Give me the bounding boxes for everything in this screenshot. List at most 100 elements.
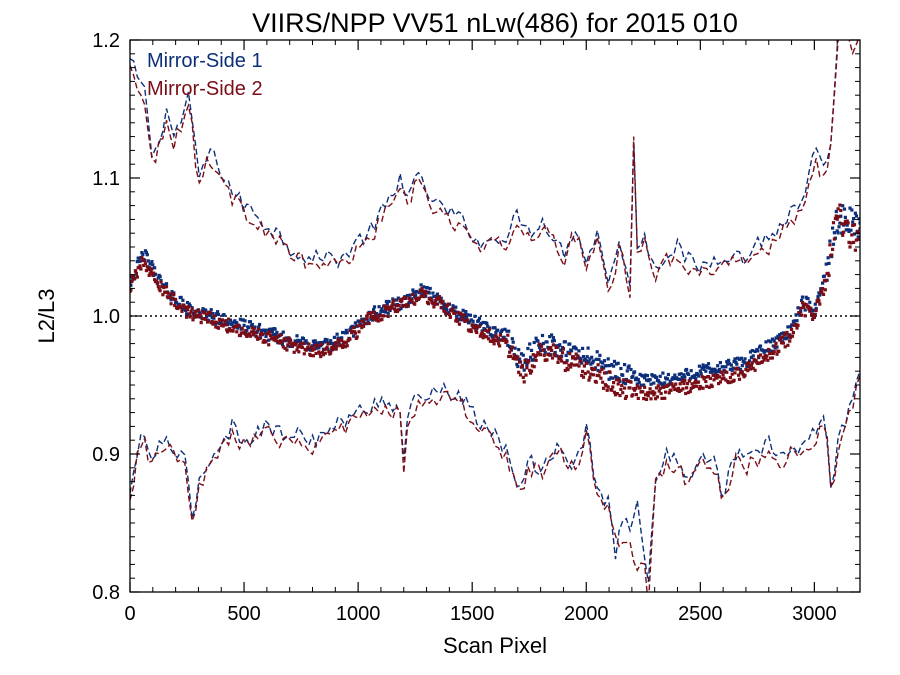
series-1-point bbox=[461, 308, 465, 312]
series-2-point bbox=[448, 315, 452, 319]
series-1-point bbox=[383, 310, 388, 314]
series-1-point bbox=[399, 306, 403, 311]
series-2-point bbox=[429, 298, 433, 302]
series-2-point bbox=[720, 377, 724, 381]
series-1-point bbox=[654, 375, 659, 379]
series-1-point bbox=[238, 317, 242, 321]
series-2-point bbox=[387, 307, 391, 312]
series-2-point bbox=[367, 321, 371, 326]
series-1-point bbox=[676, 377, 680, 381]
series-2-point bbox=[783, 345, 787, 349]
series-1-point bbox=[314, 346, 318, 350]
series-2-point bbox=[848, 245, 852, 249]
series-2-point bbox=[818, 302, 822, 306]
series-1-point bbox=[581, 346, 585, 350]
series-2-point bbox=[286, 343, 290, 347]
series-2-point bbox=[700, 375, 704, 379]
x-axis-label: Scan Pixel bbox=[443, 633, 547, 658]
series-1-point bbox=[673, 373, 677, 377]
series-1-point bbox=[191, 312, 195, 316]
series-1-point bbox=[396, 296, 400, 300]
series-1-point bbox=[258, 322, 262, 327]
series-1-point bbox=[299, 339, 303, 343]
series-2-point bbox=[196, 308, 200, 312]
series-1-point bbox=[496, 328, 500, 332]
series-2-point bbox=[790, 334, 795, 338]
series-2-point bbox=[579, 359, 583, 363]
series-1-point bbox=[230, 321, 234, 325]
series-1-point bbox=[652, 381, 656, 385]
series-2-point bbox=[676, 386, 680, 390]
series-2-point bbox=[194, 310, 198, 314]
series-1-point bbox=[564, 353, 568, 358]
series-1-point bbox=[856, 235, 860, 239]
series-2-point bbox=[780, 335, 784, 339]
series-2-point bbox=[255, 335, 259, 339]
series-2-point bbox=[835, 217, 839, 221]
series-2-point bbox=[437, 295, 441, 299]
series-1-point bbox=[577, 349, 581, 353]
series-1-point bbox=[453, 309, 457, 313]
series-2-point bbox=[289, 338, 293, 342]
series-2-point bbox=[358, 323, 362, 327]
series-1-point bbox=[839, 214, 843, 218]
series-1-point bbox=[263, 331, 267, 335]
series-1-point bbox=[692, 375, 696, 379]
series-2-point bbox=[508, 354, 513, 358]
series-2-point bbox=[600, 367, 604, 371]
series-2-point bbox=[800, 301, 805, 305]
series-2-point bbox=[266, 331, 270, 336]
series-1-point bbox=[199, 315, 203, 319]
series-2-point bbox=[696, 380, 701, 384]
series-1-point bbox=[301, 337, 305, 341]
series-2-point bbox=[213, 320, 217, 324]
series-2-point bbox=[758, 361, 762, 365]
series-2-point bbox=[142, 263, 146, 267]
series-1-point bbox=[550, 339, 555, 343]
series-2-point bbox=[795, 326, 799, 330]
series-2-point bbox=[633, 386, 638, 391]
series-2-point bbox=[141, 258, 145, 263]
y-tick-label: 1.2 bbox=[92, 30, 120, 52]
series-2-point bbox=[484, 328, 488, 333]
series-2-point bbox=[766, 358, 770, 362]
series-2-point bbox=[685, 386, 689, 390]
series-2-point bbox=[199, 321, 203, 325]
series-1-point bbox=[612, 359, 617, 363]
series-1-point bbox=[781, 331, 785, 335]
series-2-point bbox=[313, 343, 317, 348]
series-2-point bbox=[519, 365, 524, 369]
series-1-point bbox=[779, 332, 784, 336]
series-2-point bbox=[651, 390, 655, 394]
series-2-point bbox=[699, 386, 703, 390]
series-1-point bbox=[853, 211, 857, 215]
series-2-point bbox=[847, 240, 851, 244]
series-2-point bbox=[431, 302, 435, 306]
series-2-point bbox=[151, 273, 155, 277]
series-2-point bbox=[758, 353, 763, 357]
series-2-point bbox=[459, 312, 463, 316]
series-2-point bbox=[393, 307, 397, 311]
series-2-point bbox=[179, 305, 183, 309]
series-2-point bbox=[572, 363, 576, 367]
series-1-point bbox=[629, 367, 633, 372]
series-2-point bbox=[258, 336, 262, 340]
series-1-point bbox=[681, 377, 685, 381]
series-1-point bbox=[637, 380, 641, 384]
series-1-point bbox=[498, 338, 502, 342]
series-2-point bbox=[781, 341, 785, 345]
series-2-point bbox=[526, 361, 530, 365]
legend-label-mirror-side-2: Mirror-Side 2 bbox=[147, 78, 263, 100]
series-2-point bbox=[486, 329, 490, 334]
series-1-point bbox=[146, 259, 150, 263]
series-1-point bbox=[517, 348, 521, 352]
series-2-point bbox=[325, 345, 329, 349]
series-1-point bbox=[491, 326, 495, 330]
series-2-point bbox=[152, 271, 156, 275]
series-2-point bbox=[845, 219, 849, 223]
series-1-point bbox=[619, 366, 623, 371]
y-tick-label: 0.8 bbox=[92, 582, 120, 604]
series-2-point bbox=[581, 375, 586, 379]
series-1-point bbox=[305, 341, 309, 345]
series-2-point bbox=[748, 365, 752, 369]
